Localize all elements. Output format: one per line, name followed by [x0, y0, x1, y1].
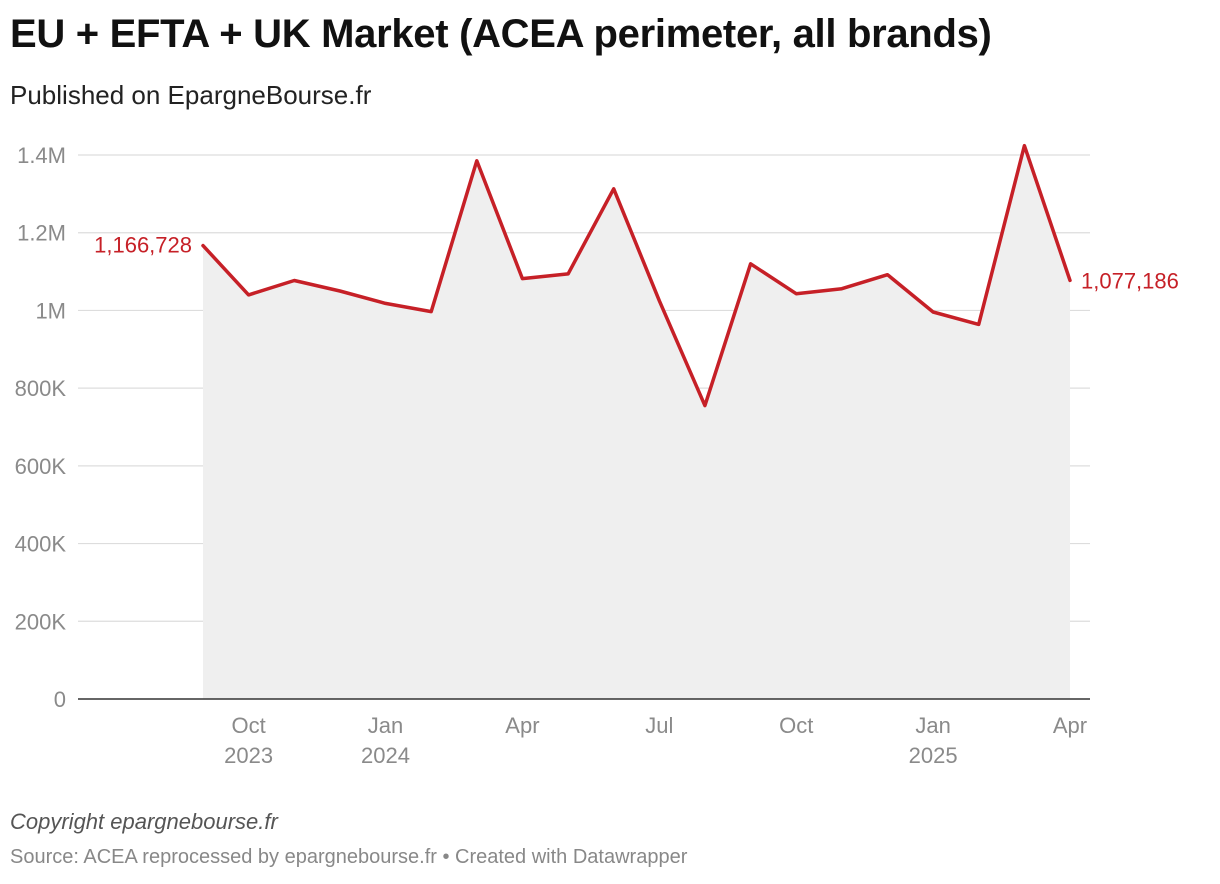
y-tick-label: 800K [15, 376, 67, 401]
x-tick-label: Jan [368, 713, 403, 738]
chart-subtitle: Published on EpargneBourse.fr [10, 80, 372, 110]
area-fill [203, 145, 1070, 699]
x-tick-label: Apr [505, 713, 539, 738]
line-chart: 1.4M 1.2M 1M 800K 600K 400K 200K 0 Oct 2023 Jan 20… [15, 143, 1179, 768]
end-value-label: 1,077,186 [1081, 268, 1179, 293]
x-tick-label: Apr [1053, 713, 1087, 738]
y-tick-label: 600K [15, 454, 67, 479]
y-tick-label: 1M [35, 298, 66, 323]
x-tick-label: Jul [645, 713, 673, 738]
copyright-note: Copyright epargnebourse.fr [10, 809, 278, 834]
x-tick-label: Oct [779, 713, 813, 738]
x-tick-label: Jan [915, 713, 950, 738]
x-tick-year-label: 2024 [361, 743, 410, 768]
x-tick-labels: Oct 2023 Jan 2024 Apr Jul Oct Jan 2025 Apr [224, 713, 1087, 768]
x-tick-year-label: 2023 [224, 743, 273, 768]
series-line [201, 143, 1072, 408]
source-note: Source: ACEA reprocessed by epargnebours… [10, 846, 688, 868]
start-value-label: 1,166,728 [94, 233, 192, 258]
y-tick-label: 1.2M [17, 221, 66, 246]
y-tick-label: 200K [15, 609, 67, 634]
x-tick-year-label: 2025 [909, 743, 958, 768]
x-tick-label: Oct [232, 713, 266, 738]
chart-title: EU + EFTA + UK Market (ACEA perimeter, a… [10, 12, 992, 56]
y-tick-label: 1.4M [17, 143, 66, 168]
y-tick-label: 400K [15, 532, 67, 557]
y-tick-label: 0 [54, 687, 66, 712]
y-tick-labels: 1.4M 1.2M 1M 800K 600K 400K 200K 0 [15, 143, 67, 712]
